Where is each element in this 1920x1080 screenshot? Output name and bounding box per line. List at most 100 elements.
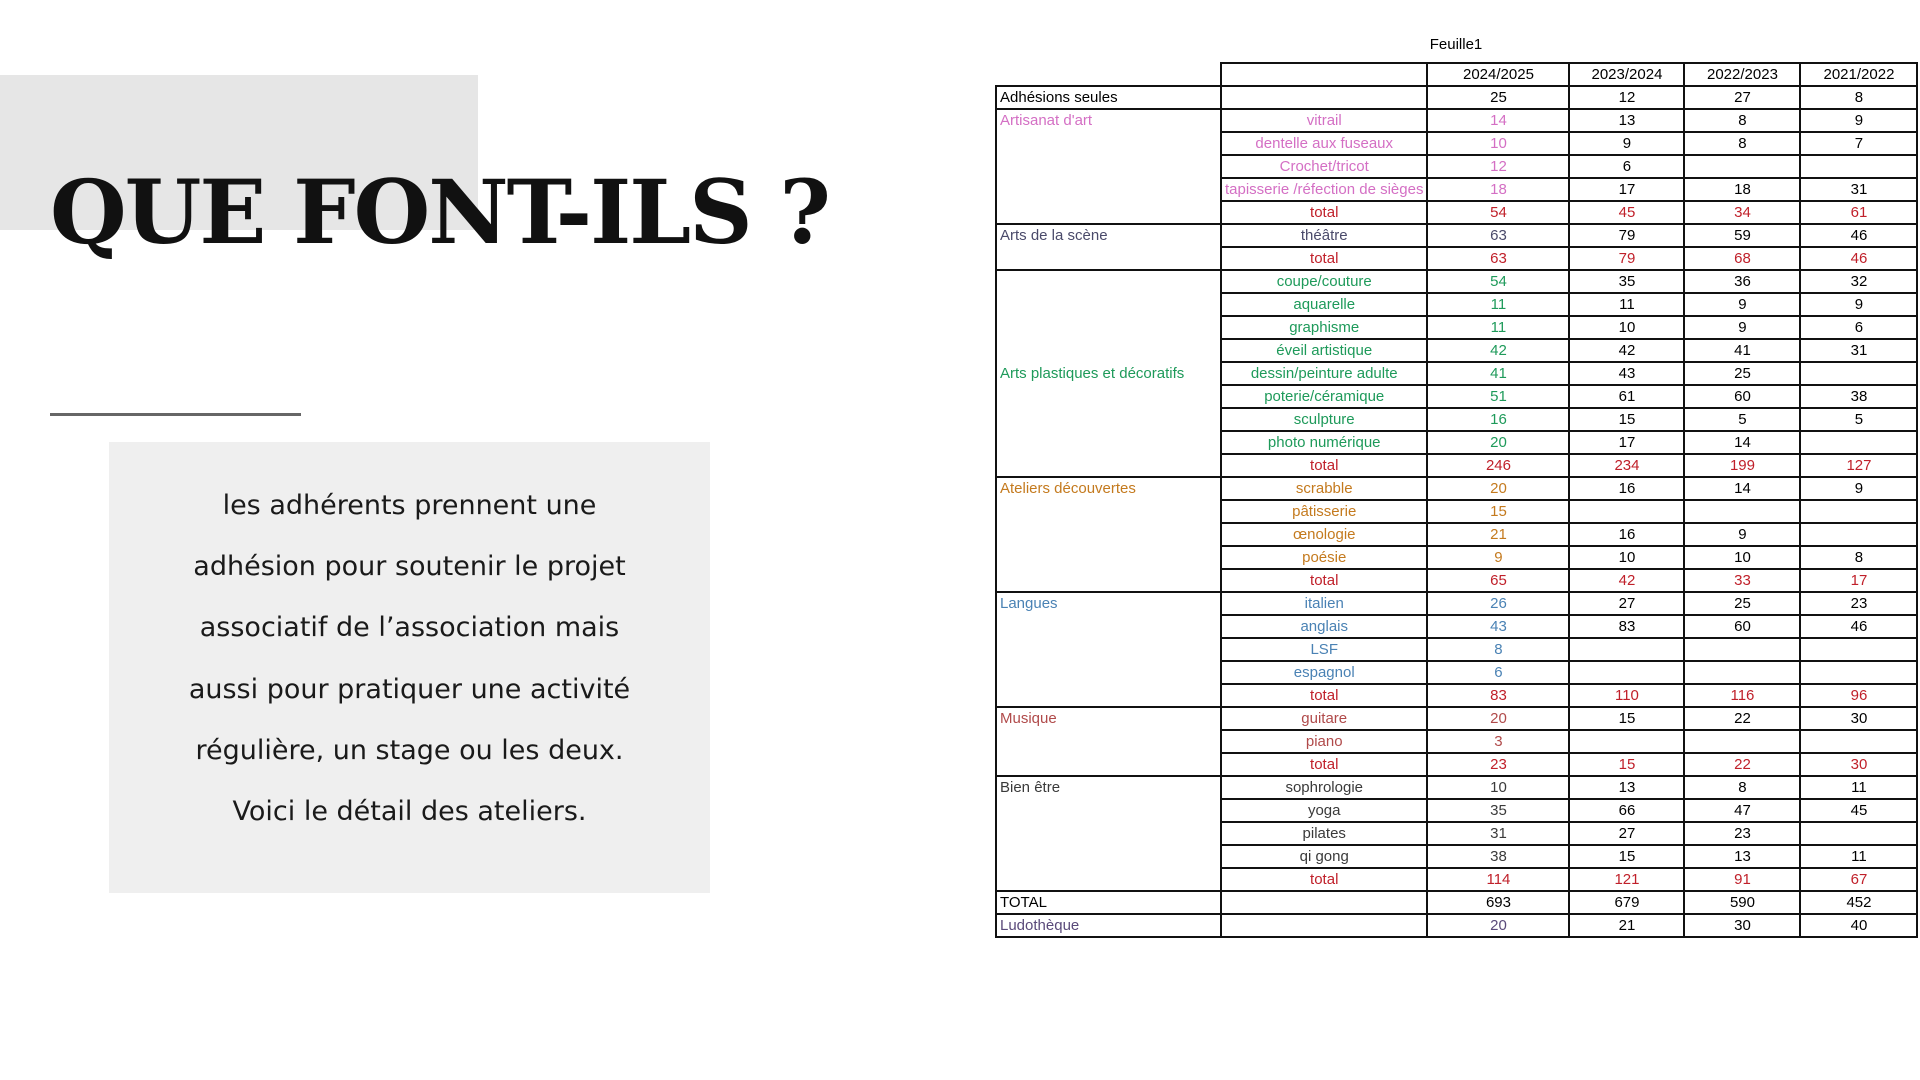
value-cell: 32: [1799, 269, 1919, 294]
header-row: 2024/2025 2023/2024 2022/2023 2021/2022: [996, 62, 1919, 87]
value-cell: 20: [1426, 706, 1571, 731]
value-cell: 27: [1683, 85, 1802, 110]
table-row: total 114 121 91 67: [996, 867, 1919, 892]
value-cell: 21: [1568, 913, 1686, 938]
value-cell: [1799, 637, 1919, 662]
value-cell: 11: [1799, 775, 1919, 800]
value-cell: 63: [1426, 246, 1571, 271]
value-cell: 63: [1426, 223, 1571, 248]
value-cell: 34: [1683, 200, 1802, 225]
value-cell: 42: [1426, 338, 1571, 363]
value-cell: 8: [1426, 637, 1571, 662]
value-cell: 26: [1426, 591, 1571, 616]
value-cell: 31: [1799, 177, 1919, 202]
value-cell: 18: [1426, 177, 1571, 202]
category-cell: Ludothèque: [995, 913, 1222, 938]
value-cell: 7: [1799, 131, 1919, 156]
value-cell: 8: [1799, 545, 1919, 570]
subtotal-label: total: [1219, 752, 1429, 777]
value-cell: 60: [1683, 384, 1802, 409]
value-cell: 10: [1568, 315, 1686, 340]
value-cell: 11: [1426, 315, 1571, 340]
value-cell: 199: [1683, 453, 1802, 478]
value-cell: 41: [1683, 338, 1802, 363]
value-cell: 12: [1426, 154, 1571, 179]
activity-cell: vitrail: [1219, 108, 1429, 133]
value-cell: 60: [1683, 614, 1802, 639]
table-row: LSF 8: [996, 637, 1919, 662]
subtotal-label: total: [1219, 200, 1429, 225]
value-cell: [1799, 821, 1919, 846]
divider: [50, 413, 301, 416]
value-cell: 59: [1683, 223, 1802, 248]
value-cell: 91: [1683, 867, 1802, 892]
value-cell: 79: [1568, 246, 1686, 271]
subtotal-label: total: [1219, 568, 1429, 593]
subtotal-label: total: [1219, 867, 1429, 892]
value-cell: 11: [1426, 292, 1571, 317]
value-cell: 66: [1568, 798, 1686, 823]
value-cell: 10: [1426, 131, 1571, 156]
paragraph-line: les adhérents prennent une: [222, 490, 597, 521]
value-cell: 9: [1426, 545, 1571, 570]
activity-cell: dessin/peinture adulte: [1219, 361, 1429, 386]
value-cell: 27: [1568, 821, 1686, 846]
value-cell: 127: [1799, 453, 1919, 478]
value-cell: 22: [1683, 752, 1802, 777]
value-cell: 21: [1426, 522, 1571, 547]
value-cell: 6: [1799, 315, 1919, 340]
value-cell: 246: [1426, 453, 1571, 478]
activity-cell: sculpture: [1219, 407, 1429, 432]
value-cell: 45: [1568, 200, 1686, 225]
paragraph-line: associatif de l’association mais: [199, 612, 620, 643]
value-cell: 452: [1799, 890, 1919, 915]
activity-cell: piano: [1219, 729, 1429, 754]
value-cell: 51: [1426, 384, 1571, 409]
activity-cell: pâtisserie: [1219, 499, 1429, 524]
value-cell: 13: [1568, 108, 1686, 133]
value-cell: 18: [1683, 177, 1802, 202]
value-cell: 79: [1568, 223, 1686, 248]
value-cell: [1683, 660, 1802, 685]
value-cell: 35: [1426, 798, 1571, 823]
subtotal-label: total: [1219, 453, 1429, 478]
column-header: 2022/2023: [1683, 62, 1802, 87]
value-cell: 35: [1568, 269, 1686, 294]
value-cell: [1683, 499, 1802, 524]
value-cell: 8: [1683, 775, 1802, 800]
value-cell: [1799, 729, 1919, 754]
value-cell: 10: [1683, 545, 1802, 570]
value-cell: [1799, 154, 1919, 179]
activity-cell: [1219, 890, 1429, 915]
value-cell: 20: [1426, 913, 1571, 938]
value-cell: [1683, 154, 1802, 179]
value-cell: 17: [1799, 568, 1919, 593]
value-cell: 9: [1683, 522, 1802, 547]
table-row: pilates 31 27 23: [996, 821, 1919, 846]
value-cell: [1799, 361, 1919, 386]
value-cell: 9: [1568, 131, 1686, 156]
value-cell: 96: [1799, 683, 1919, 708]
table-row: Musique guitare 20 15 22 30: [995, 706, 1919, 777]
table-row: sculpture 16 15 5 5: [996, 407, 1919, 432]
value-cell: 8: [1683, 108, 1802, 133]
table-row: Langues italien 26 27 25 23: [995, 591, 1919, 708]
value-cell: 6: [1426, 660, 1571, 685]
value-cell: 68: [1683, 246, 1802, 271]
header-blank: [996, 63, 1221, 86]
value-cell: 20: [1426, 476, 1571, 501]
decorative-gray-bar: [0, 75, 478, 230]
value-cell: 5: [1683, 407, 1802, 432]
value-cell: [1568, 499, 1686, 524]
value-cell: 22: [1683, 706, 1802, 731]
value-cell: 234: [1568, 453, 1686, 478]
value-cell: 17: [1568, 177, 1686, 202]
table-row: dentelle aux fuseaux 10 9 8 7: [996, 131, 1919, 156]
value-cell: [1568, 729, 1686, 754]
value-cell: 15: [1568, 844, 1686, 869]
value-cell: 9: [1683, 315, 1802, 340]
table-row: dessin/peinture adulte 41 43 25: [996, 361, 1919, 386]
value-cell: 54: [1426, 200, 1571, 225]
value-cell: 40: [1799, 913, 1919, 938]
table-row: espagnol 6: [996, 660, 1919, 685]
